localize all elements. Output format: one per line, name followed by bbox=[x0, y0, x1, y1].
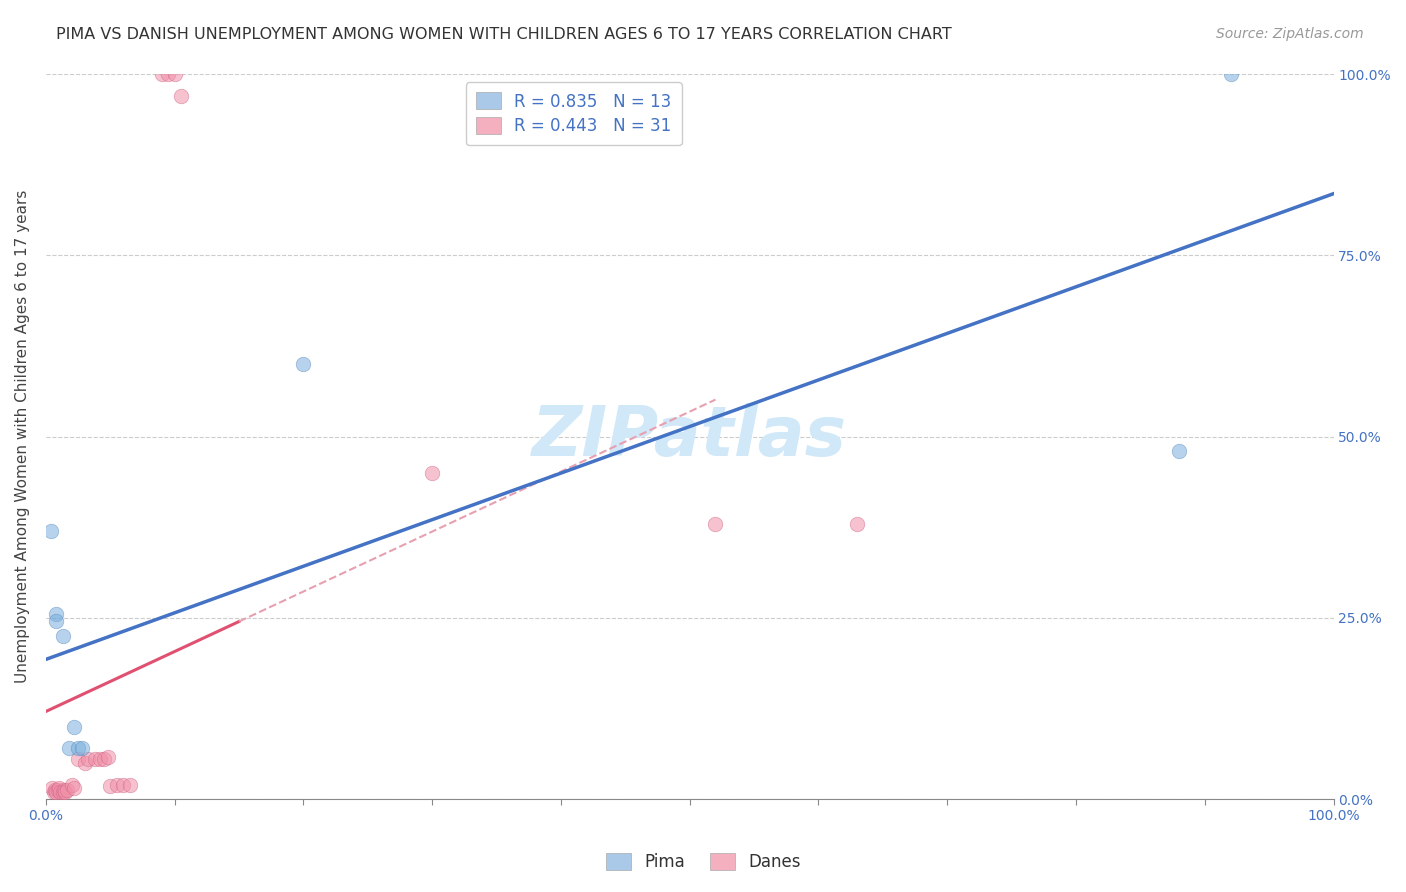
Point bbox=[48, 781, 70, 796]
Point bbox=[46, 783, 69, 797]
Point bbox=[42, 785, 65, 799]
Point bbox=[150, 67, 173, 81]
Point bbox=[49, 785, 72, 799]
Point bbox=[420, 466, 443, 480]
Point bbox=[55, 783, 77, 797]
Point bbox=[53, 785, 76, 799]
Y-axis label: Unemployment Among Women with Children Ages 6 to 17 years: Unemployment Among Women with Children A… bbox=[15, 190, 30, 683]
Point bbox=[67, 741, 90, 756]
Point bbox=[163, 67, 186, 81]
Point bbox=[60, 778, 83, 792]
Point bbox=[97, 750, 120, 764]
Point bbox=[53, 783, 76, 797]
Point bbox=[41, 781, 63, 796]
Point bbox=[45, 785, 67, 799]
Point bbox=[98, 779, 121, 793]
Point bbox=[170, 88, 193, 103]
Point bbox=[292, 357, 315, 371]
Point bbox=[105, 778, 128, 792]
Point bbox=[52, 785, 75, 799]
Point bbox=[77, 752, 100, 766]
Point bbox=[73, 756, 96, 770]
Text: ZIPatlas: ZIPatlas bbox=[533, 403, 848, 470]
Point bbox=[45, 607, 67, 622]
Text: Source: ZipAtlas.com: Source: ZipAtlas.com bbox=[1216, 27, 1364, 41]
Point bbox=[83, 752, 105, 766]
Point bbox=[70, 741, 93, 756]
Legend: R = 0.835   N = 13, R = 0.443   N = 31: R = 0.835 N = 13, R = 0.443 N = 31 bbox=[465, 82, 682, 145]
Point bbox=[39, 524, 62, 538]
Point bbox=[93, 752, 115, 766]
Point bbox=[118, 778, 141, 792]
Point bbox=[63, 720, 86, 734]
Point bbox=[52, 629, 75, 643]
Point bbox=[89, 752, 111, 766]
Point bbox=[846, 516, 869, 531]
Point bbox=[67, 752, 90, 766]
Point bbox=[1219, 67, 1241, 81]
Point bbox=[63, 781, 86, 796]
Point bbox=[1168, 444, 1191, 458]
Text: PIMA VS DANISH UNEMPLOYMENT AMONG WOMEN WITH CHILDREN AGES 6 TO 17 YEARS CORRELA: PIMA VS DANISH UNEMPLOYMENT AMONG WOMEN … bbox=[56, 27, 952, 42]
Point bbox=[704, 516, 727, 531]
Point bbox=[45, 615, 67, 629]
Point bbox=[157, 67, 180, 81]
Point bbox=[44, 783, 66, 797]
Legend: Pima, Danes: Pima, Danes bbox=[598, 845, 808, 880]
Point bbox=[112, 778, 135, 792]
Point bbox=[58, 741, 80, 756]
